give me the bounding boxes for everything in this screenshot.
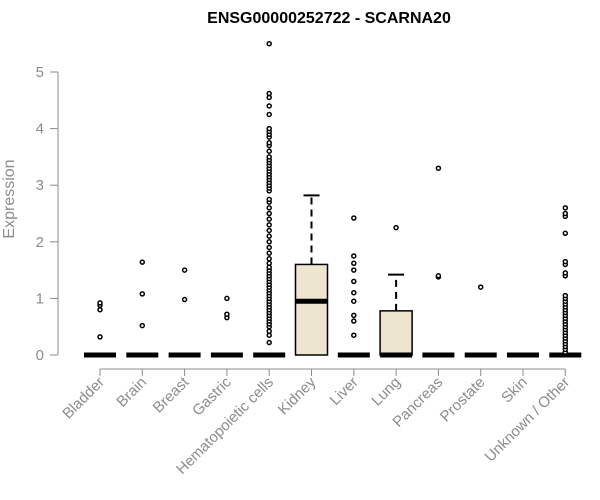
y-tick-label: 3: [36, 177, 44, 194]
box-group: [464, 284, 497, 358]
x-tick-label: Breast: [150, 373, 193, 416]
y-tick-label: 0: [36, 347, 44, 364]
outlier-point: [351, 298, 357, 304]
outlier-point: [266, 148, 272, 154]
outlier-point: [562, 230, 569, 237]
x-tick-label: Brain: [113, 374, 150, 411]
x-tick-label: Kidney: [275, 373, 320, 418]
x-tick-label: Bladder: [59, 374, 108, 423]
box-group: [84, 300, 116, 358]
outlier-point: [266, 260, 272, 267]
outlier-point: [477, 284, 484, 290]
outlier-point: [351, 278, 357, 285]
x-tick-label: Lung: [368, 374, 404, 410]
outlier-point: [266, 210, 272, 217]
outlier-point: [139, 322, 146, 329]
outlier-point: [97, 300, 103, 306]
outlier-point: [266, 40, 272, 47]
outlier-point: [393, 224, 399, 231]
outlier-point: [181, 267, 188, 273]
outlier-point: [562, 292, 569, 299]
outlier-point: [562, 210, 569, 217]
y-tick-label: 2: [36, 234, 44, 251]
outlier-point: [139, 259, 146, 265]
y-axis-label: Expression: [1, 159, 18, 238]
box-group: [253, 40, 286, 358]
y-tick-label: 1: [36, 290, 44, 307]
box: [294, 263, 329, 356]
outlier-point: [181, 296, 188, 303]
box-group: [294, 194, 329, 356]
box-group: [379, 224, 413, 358]
outlier-point: [266, 222, 272, 228]
outlier-point: [351, 318, 357, 324]
outlier-point: [266, 216, 272, 222]
outlier-point: [266, 90, 272, 97]
outlier-point: [435, 165, 442, 171]
box-group: [126, 259, 159, 358]
plot-area: [84, 40, 582, 358]
outlier-point: [224, 295, 230, 302]
outlier-point: [266, 239, 272, 245]
outlier-point: [562, 205, 569, 211]
box-group: [210, 295, 243, 358]
y-tick-label: 4: [36, 121, 44, 138]
y-axis: 0 1 2 3 4 5: [36, 64, 59, 364]
outlier-point: [224, 311, 230, 317]
outlier-point: [435, 273, 442, 279]
box-group: [422, 165, 455, 358]
outlier-point: [266, 205, 272, 211]
outlier-point: [351, 312, 357, 319]
outlier-point: [351, 260, 357, 267]
outlier-point: [266, 103, 272, 109]
outlier-point: [266, 196, 272, 203]
outlier-point: [97, 306, 103, 313]
outlier-point: [266, 233, 272, 239]
y-tick-label: 5: [36, 64, 44, 81]
x-tick-label: Skin: [498, 374, 531, 407]
outlier-point: [562, 270, 569, 276]
box-group: [168, 267, 201, 358]
outlier-point: [266, 328, 272, 334]
outlier-point: [266, 244, 272, 251]
outlier-point: [266, 250, 272, 256]
x-tick-label: Liver: [327, 374, 362, 409]
x-tick-label: Prostate: [437, 374, 489, 426]
outlier-point: [266, 227, 272, 234]
outlier-point: [351, 215, 357, 221]
outlier-point: [266, 125, 272, 132]
outlier-point: [266, 111, 272, 118]
outlier-point: [266, 339, 272, 346]
outlier-point: [351, 332, 357, 338]
outlier-point: [266, 154, 272, 160]
outlier-point: [97, 334, 103, 340]
outlier-point: [266, 256, 272, 262]
outlier-point: [351, 267, 357, 273]
chart-title: ENSG00000252722 - SCARNA20: [207, 10, 451, 27]
box-group: [549, 205, 582, 358]
outlier-point: [562, 258, 569, 265]
outlier-point: [139, 291, 146, 297]
outlier-point: [351, 289, 357, 296]
box-group: [337, 215, 370, 358]
box: [379, 310, 413, 356]
outlier-point: [266, 140, 272, 146]
outlier-point: [351, 253, 357, 259]
